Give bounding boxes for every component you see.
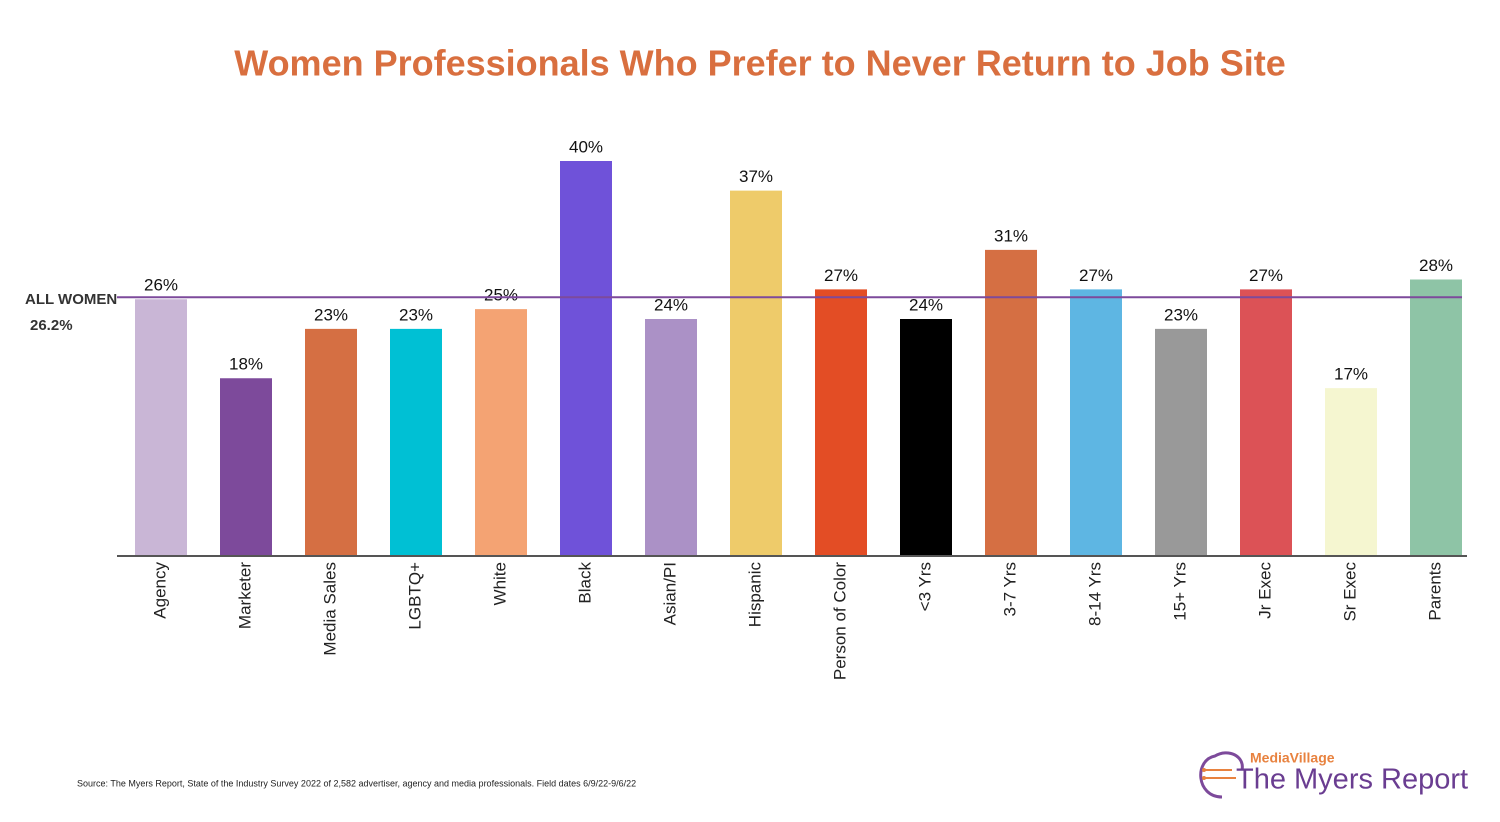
value-label: 18% (229, 355, 263, 374)
bar (135, 299, 187, 556)
bar (1325, 388, 1377, 556)
x-tick-label: Jr Exec (1255, 562, 1274, 619)
value-label: 27% (1249, 266, 1283, 285)
value-label: 25% (484, 286, 518, 305)
x-tick-label: 15+ Yrs (1170, 562, 1189, 621)
x-tick-label: Asian/PI (660, 562, 679, 625)
bar (1240, 289, 1292, 556)
bar (1070, 289, 1122, 556)
bar (390, 328, 442, 556)
bar (305, 328, 357, 556)
source: Source: The Myers Report, State of the I… (77, 778, 636, 788)
bar (730, 190, 782, 556)
value-label: 27% (824, 266, 858, 285)
x-tick-label: Hispanic (745, 562, 764, 628)
reference-name: ALL WOMEN (25, 291, 117, 308)
value-label: 27% (1079, 266, 1113, 285)
bar (1155, 328, 1207, 556)
value-label: 37% (739, 167, 773, 186)
value-label: 26% (144, 276, 178, 295)
bar (475, 309, 527, 556)
x-tick-label: LGBTQ+ (405, 562, 424, 630)
bar (985, 249, 1037, 556)
value-label: 24% (654, 295, 688, 314)
x-tick-label: White (490, 562, 509, 605)
value-label: 17% (1334, 365, 1368, 384)
x-tick-label: Person of Color (830, 562, 849, 680)
chart-title: Women Professionals Who Prefer to Never … (234, 43, 1286, 84)
x-tick-label: <3 Yrs (915, 562, 934, 611)
x-tick-label: 3-7 Yrs (1000, 562, 1019, 617)
value-label: 24% (909, 295, 943, 314)
logo-top: MediaVillage (1250, 750, 1335, 766)
logo-icon (1199, 751, 1244, 799)
x-tick-label: Sr Exec (1340, 562, 1359, 622)
x-tick-label: Agency (150, 562, 169, 619)
x-tick-label: 8-14 Yrs (1085, 562, 1104, 626)
bar (900, 319, 952, 556)
reference-label: 26.2% (30, 317, 73, 334)
x-tick-label: Marketer (235, 562, 254, 629)
value-label: 31% (994, 226, 1028, 245)
value-label: 23% (399, 305, 433, 324)
bar (560, 161, 612, 556)
logo-name: The Myers Report (1236, 764, 1468, 796)
value-label: 23% (314, 305, 348, 324)
value-label: 40% (569, 137, 603, 156)
value-label: 28% (1419, 256, 1453, 275)
bar (645, 319, 697, 556)
bar (1410, 279, 1462, 556)
x-tick-label: Parents (1425, 562, 1444, 621)
x-tick-label: Media Sales (320, 562, 339, 656)
bar (815, 289, 867, 556)
value-label: 23% (1164, 305, 1198, 324)
bar (220, 378, 272, 556)
x-tick-label: Black (575, 562, 594, 604)
